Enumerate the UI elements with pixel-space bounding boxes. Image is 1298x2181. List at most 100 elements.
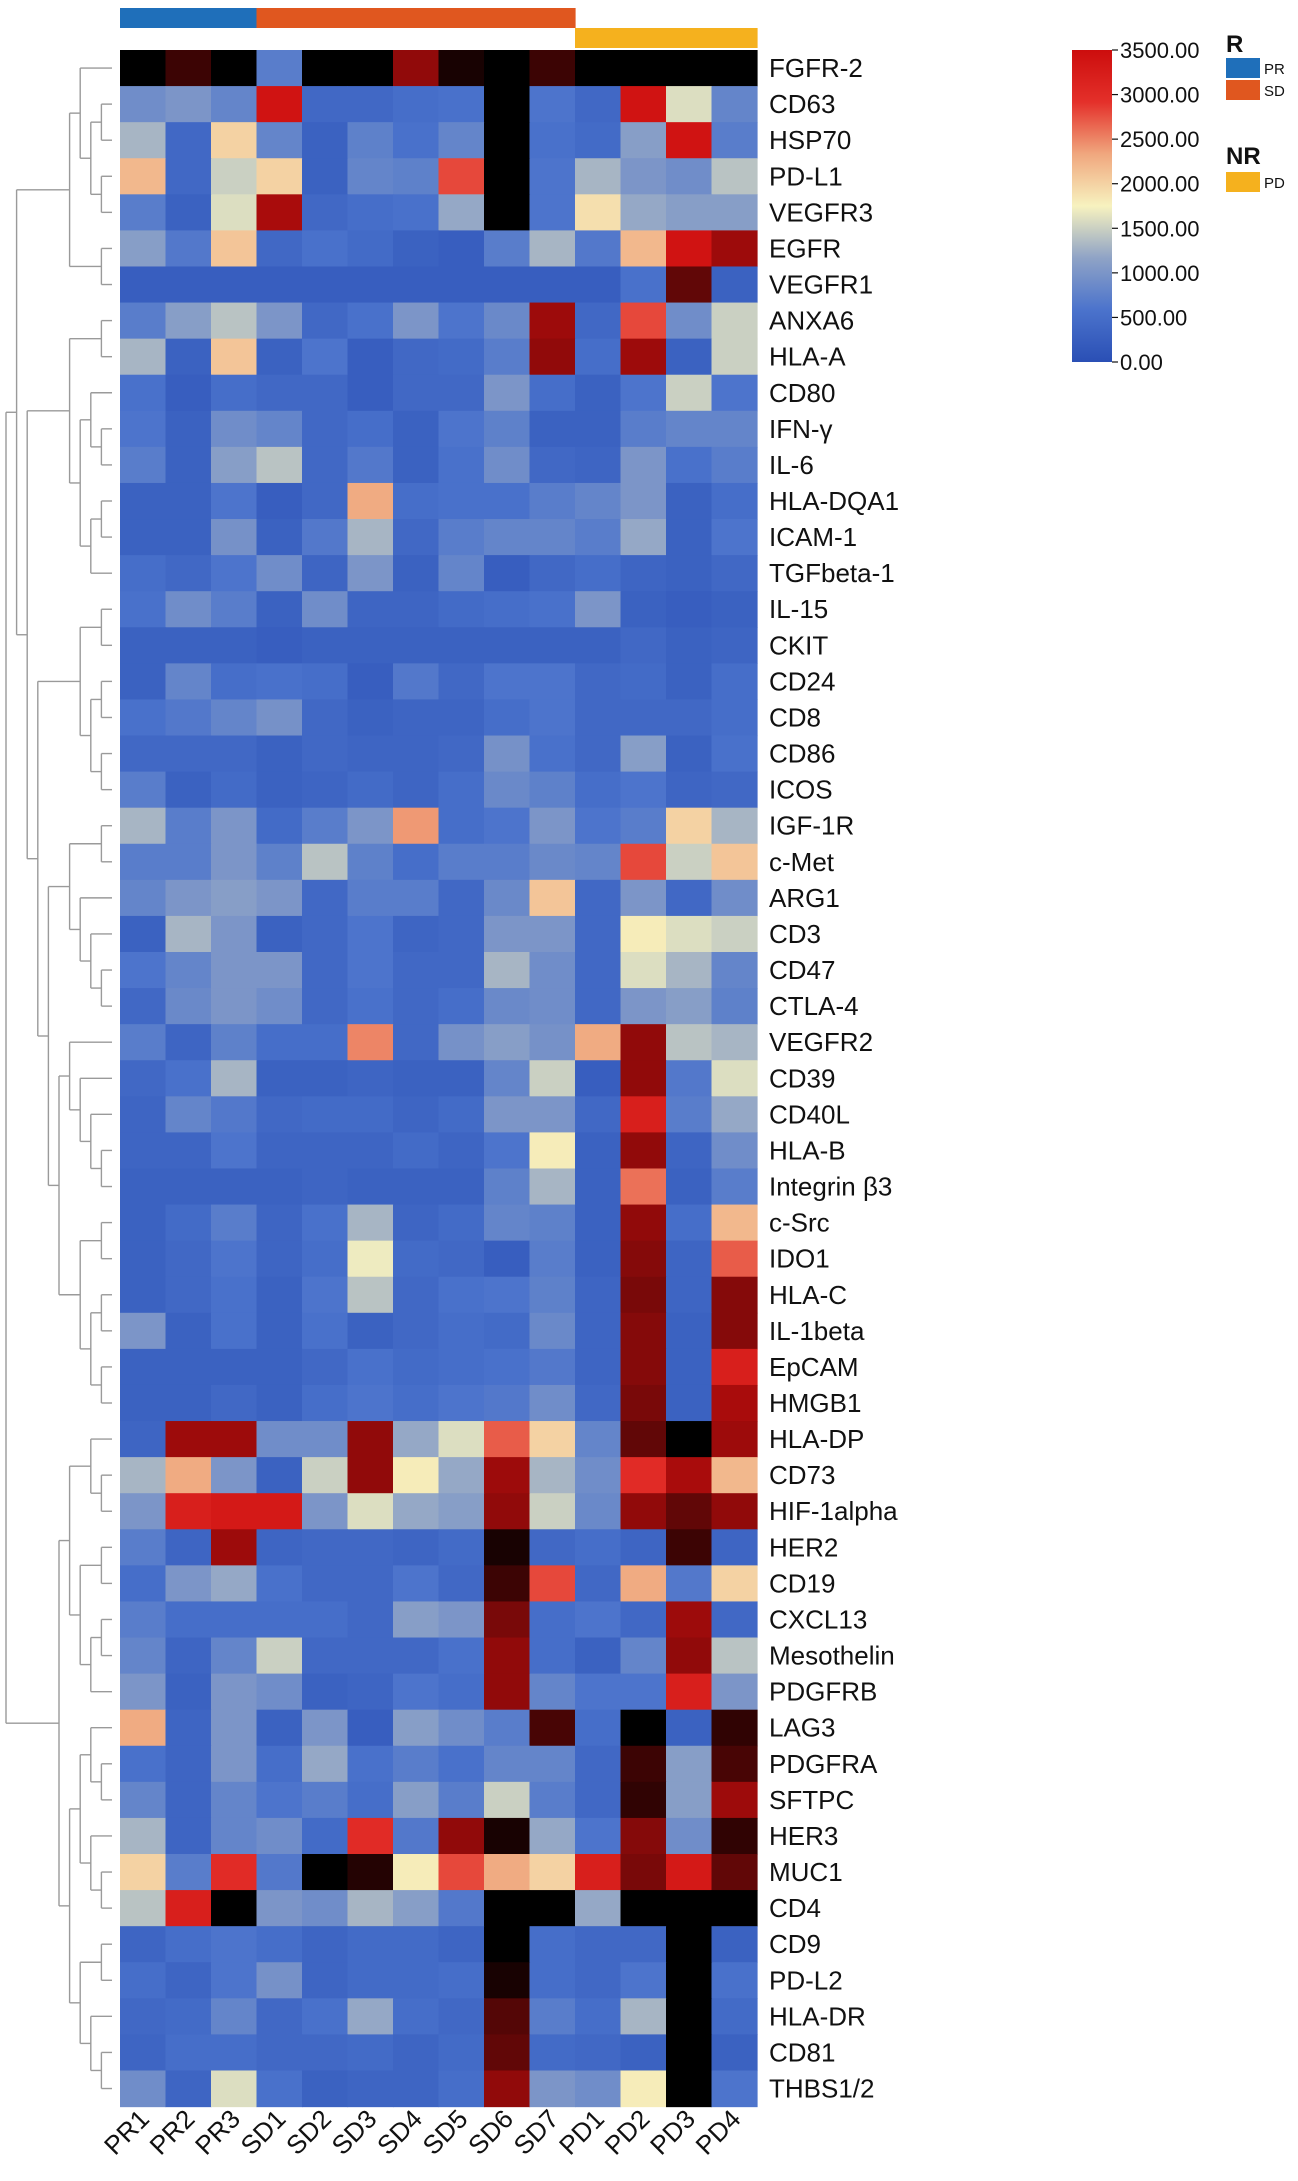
heatmap-cell [438,482,485,520]
heatmap-cell [165,1637,212,1675]
heatmap-cell [529,374,576,412]
row-label: IL-1beta [769,1316,865,1346]
heatmap-cell [393,1601,440,1639]
heatmap-cell [211,915,258,953]
heatmap-cell [165,1240,212,1278]
heatmap-cell [165,1529,212,1566]
heatmap-cell [711,122,758,159]
heatmap-cell [393,663,440,701]
heatmap-cell [620,1854,667,1891]
heatmap-cell [484,1276,531,1314]
heatmap-cell [302,879,349,917]
heatmap-cell [575,915,622,953]
row-label: EGFR [769,233,841,263]
heatmap-cell [666,1890,713,1927]
heatmap-cell [120,1673,167,1711]
heatmap-cell [711,1529,758,1566]
heatmap-cell [211,1781,258,1819]
heatmap-cell [256,1890,303,1927]
heatmap-cell [165,807,212,845]
heatmap-cell [211,410,258,448]
heatmap-cell [529,230,576,268]
heatmap-cell [529,807,576,845]
heatmap-cell [302,1384,349,1422]
heatmap-cell [666,1240,713,1278]
heatmap-cell [711,591,758,628]
heatmap-cell [165,735,212,773]
heatmap-cell [165,1168,212,1206]
heatmap-cell [620,86,667,123]
heatmap-cell [438,915,485,953]
heatmap-cell [484,1204,531,1242]
heatmap-cell [256,1854,303,1891]
heatmap-cell [393,1204,440,1242]
heatmap-cell [438,194,485,231]
heatmap-cell [165,1781,212,1819]
heatmap-cell [120,122,167,159]
heatmap-cell [711,1493,758,1530]
row-label: MUC1 [769,1857,843,1887]
heatmap-cell [302,1204,349,1242]
heatmap-cell [302,1529,349,1566]
heatmap-cell [165,1673,212,1711]
heatmap-cell [484,194,531,231]
heatmap-cell [211,519,258,556]
heatmap-cell [256,699,303,737]
heatmap-cell [484,627,531,664]
heatmap-cell [711,1637,758,1675]
heatmap-cell [211,1709,258,1747]
heatmap-cell [211,158,258,195]
heatmap-cell [393,122,440,159]
heatmap-cell [302,1637,349,1675]
heatmap-cell [302,1854,349,1891]
heatmap-cell [529,1601,576,1639]
heatmap-cell [620,1529,667,1566]
heatmap-cell [211,771,258,809]
heatmap-cell [393,482,440,520]
heatmap-cell [256,1276,303,1314]
heatmap-cell [120,1601,167,1639]
heatmap-cell [211,1204,258,1242]
heatmap-cell [120,1240,167,1278]
heatmap-cell [302,158,349,195]
heatmap-cell [393,1998,440,2035]
heatmap-cell [484,952,531,989]
heatmap-cell [575,122,622,159]
heatmap-cell [438,1962,485,1999]
heatmap-cell [347,482,394,520]
heatmap-cell [347,1817,394,1855]
heatmap-cell [211,1132,258,1170]
heatmap-cell [256,952,303,989]
heatmap-cell [438,699,485,737]
heatmap-cell [666,1565,713,1603]
heatmap-cell [211,807,258,845]
heatmap-cell [484,446,531,484]
heatmap-cell [620,194,667,231]
heatmap-cell [302,915,349,953]
heatmap-cell [393,1348,440,1386]
heatmap-cell [484,1060,531,1097]
heatmap-cell [438,86,485,123]
heatmap-cell [165,2070,212,2108]
heatmap-cell [165,1421,212,1458]
heatmap-cell [484,1781,531,1819]
heatmap-cell [620,1060,667,1097]
heatmap-cell [575,338,622,376]
heatmap-cell [711,1962,758,1999]
heatmap-cell [711,1240,758,1278]
heatmap-cell [484,1384,531,1422]
heatmap-cell [120,843,167,881]
heatmap-cell [302,699,349,737]
heatmap-cell [256,1132,303,1170]
heatmap-cell [711,1024,758,1061]
row-label: FGFR-2 [769,53,863,83]
heatmap-cell [120,1132,167,1170]
heatmap-cell [484,1096,531,1133]
heatmap-cell [165,1493,212,1530]
heatmap-cell [302,194,349,231]
heatmap-cell [165,1204,212,1242]
heatmap-cell [666,555,713,592]
heatmap-cell [393,1276,440,1314]
heatmap-cell [211,843,258,881]
heatmap-cell [575,1060,622,1097]
